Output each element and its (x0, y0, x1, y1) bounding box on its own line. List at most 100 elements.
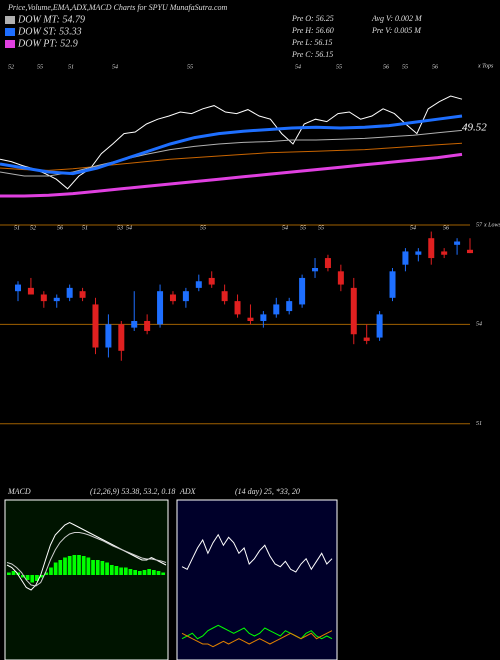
histogram-bar (58, 560, 63, 575)
x-label: 54 (410, 224, 416, 231)
histogram-bar (30, 575, 35, 583)
stat: Pre L: 56.15 (291, 38, 332, 47)
histogram-bar (147, 569, 152, 575)
candle-body (350, 287, 357, 335)
histogram-bar (72, 555, 77, 575)
candle-body (40, 294, 47, 302)
candle-body (92, 304, 99, 348)
panel-subtitle: (14 day) 25, *33, 20 (235, 487, 300, 496)
candle-body (389, 271, 396, 298)
candle-body (144, 321, 151, 331)
x-label: 54 (295, 63, 301, 70)
candle-body (53, 297, 60, 302)
histogram-bar (11, 571, 16, 575)
histogram-bar (63, 557, 67, 575)
stat: Pre O: 56.25 (291, 14, 334, 23)
histogram-bar (16, 572, 21, 575)
x-label: 54 (112, 63, 118, 70)
histogram-bar (95, 560, 100, 575)
indicator-line (181, 624, 333, 640)
x-label: 52 (30, 225, 36, 231)
x-label: 51 (14, 225, 20, 231)
histogram-bar (119, 567, 123, 575)
indicator-line (0, 142, 463, 171)
candle-body (182, 291, 189, 302)
legend-swatch (5, 28, 15, 36)
candle-body (467, 249, 473, 254)
candle-body (157, 291, 164, 325)
x-label: 51 (82, 225, 88, 231)
candle-body (27, 287, 34, 295)
histogram-bar (151, 570, 156, 575)
histogram-bar (133, 570, 138, 575)
legend-label: DOW ST: 53.33 (17, 26, 82, 37)
panel (4, 499, 169, 660)
panel (176, 499, 338, 660)
right-label: x Lows (483, 222, 500, 228)
candle-body (312, 268, 319, 272)
y-tick-label: 51 (476, 421, 482, 427)
histogram-bar (105, 562, 109, 575)
x-label: 55 (300, 225, 306, 231)
histogram-bar (49, 567, 53, 575)
indicator-line (0, 129, 463, 177)
candle-body (415, 251, 422, 255)
histogram-bar (7, 572, 11, 575)
indicator-line (0, 114, 463, 176)
stat: Avg V: 0.002 M (371, 14, 423, 23)
candle-body (428, 238, 435, 259)
legend-swatch (5, 40, 15, 48)
histogram-bar (44, 572, 49, 575)
x-label: 55 (187, 64, 193, 70)
histogram-bar (128, 569, 133, 575)
histogram-bar (86, 557, 91, 575)
candle-body (66, 287, 73, 298)
histogram-bar (77, 555, 81, 575)
indicator-line (0, 95, 463, 190)
x-label: 52 (8, 64, 14, 70)
candle-body (221, 291, 228, 302)
candle-body (79, 291, 86, 298)
histogram-bar (81, 556, 86, 575)
candle-body (454, 241, 461, 245)
right-label: x Tops (477, 63, 494, 69)
candle-body (208, 277, 215, 285)
histogram-bar (21, 575, 25, 578)
candle-body (402, 251, 409, 265)
candle-body (376, 314, 383, 338)
histogram-bar (161, 572, 166, 575)
y-tick-label: 54 (476, 321, 482, 328)
histogram-bar (109, 565, 114, 575)
candle-body (299, 277, 306, 305)
histogram-bar (39, 575, 44, 578)
legend-label: DOW MT: 54.79 (17, 14, 85, 25)
stat: Pre C: 56.15 (291, 50, 333, 59)
candle-body (286, 301, 293, 312)
histogram-bar (53, 562, 58, 575)
candle-body (324, 258, 331, 268)
indicator-line (6, 521, 167, 591)
chart-title: Price,Volume,EMA,ADX,MACD Charts for SPY… (7, 3, 228, 12)
x-label: 56 (57, 225, 63, 231)
x-label: 55 (402, 64, 408, 70)
indicator-line (0, 152, 463, 198)
candle-body (363, 337, 370, 341)
candle-body (234, 301, 241, 315)
histogram-bar (114, 566, 119, 575)
histogram-bar (91, 560, 95, 575)
x-label: 56 (443, 225, 449, 231)
x-label: 55 (318, 225, 324, 231)
x-label: 55 (336, 64, 342, 70)
candle-body (105, 324, 112, 348)
x-label: 55 (37, 64, 43, 70)
candle-body (118, 324, 125, 351)
x-label: 56 (383, 64, 389, 70)
histogram-bar (100, 561, 105, 575)
indicator-line (181, 533, 333, 573)
x-label: 55 (200, 225, 206, 231)
histogram-bar (35, 575, 39, 581)
candle-body (337, 271, 344, 285)
x-label: 53 (117, 225, 123, 231)
